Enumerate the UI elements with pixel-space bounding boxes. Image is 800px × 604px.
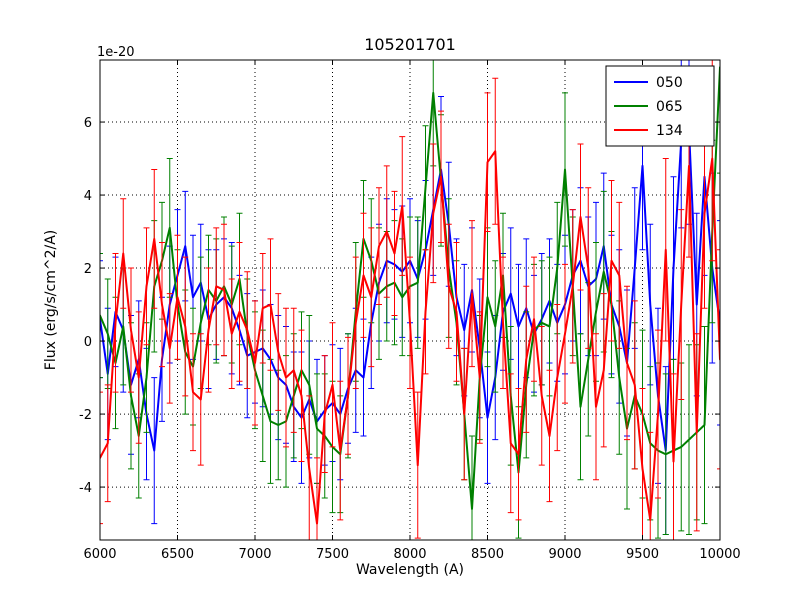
y-tick-label: 6 bbox=[84, 116, 92, 131]
legend: 050 065 134 bbox=[605, 65, 715, 147]
axis-ticks bbox=[99, 60, 721, 540]
y-tick-label: 0 bbox=[84, 335, 92, 350]
legend-label-134: 134 bbox=[656, 123, 683, 139]
spectrum-line-134 bbox=[100, 150, 720, 525]
plot-title: 105201701 bbox=[364, 35, 456, 54]
x-tick-labels: 6000 6500 7000 7500 8000 8500 9000 9500 10000 bbox=[83, 547, 740, 562]
y-tick-label: 2 bbox=[84, 262, 92, 277]
y-axis-label: Flux (erg/s/cm^2/A) bbox=[43, 230, 59, 370]
x-tick-label: 10000 bbox=[699, 547, 740, 562]
y-tick-label: 4 bbox=[84, 189, 92, 204]
legend-label-065: 065 bbox=[656, 99, 683, 115]
x-tick-label: 6500 bbox=[161, 547, 194, 562]
data-series-layer bbox=[100, 60, 720, 540]
x-tick-label: 8000 bbox=[393, 547, 426, 562]
x-tick-label: 9500 bbox=[626, 547, 659, 562]
legend-label-050: 050 bbox=[656, 75, 683, 91]
x-tick-label: 8500 bbox=[471, 547, 504, 562]
y-tick-label: -2 bbox=[79, 408, 92, 423]
x-tick-label: 7000 bbox=[238, 547, 271, 562]
x-axis-label: Wavelength (A) bbox=[356, 562, 464, 578]
series-134 bbox=[100, 60, 720, 540]
x-tick-label: 9000 bbox=[548, 547, 581, 562]
y-tick-label: -4 bbox=[79, 481, 92, 496]
x-tick-label: 6000 bbox=[83, 547, 116, 562]
x-tick-label: 7500 bbox=[316, 547, 349, 562]
y-tick-labels: -4 -2 0 2 4 6 bbox=[79, 116, 92, 496]
y-axis-offset-text: 1e-20 bbox=[97, 45, 135, 60]
